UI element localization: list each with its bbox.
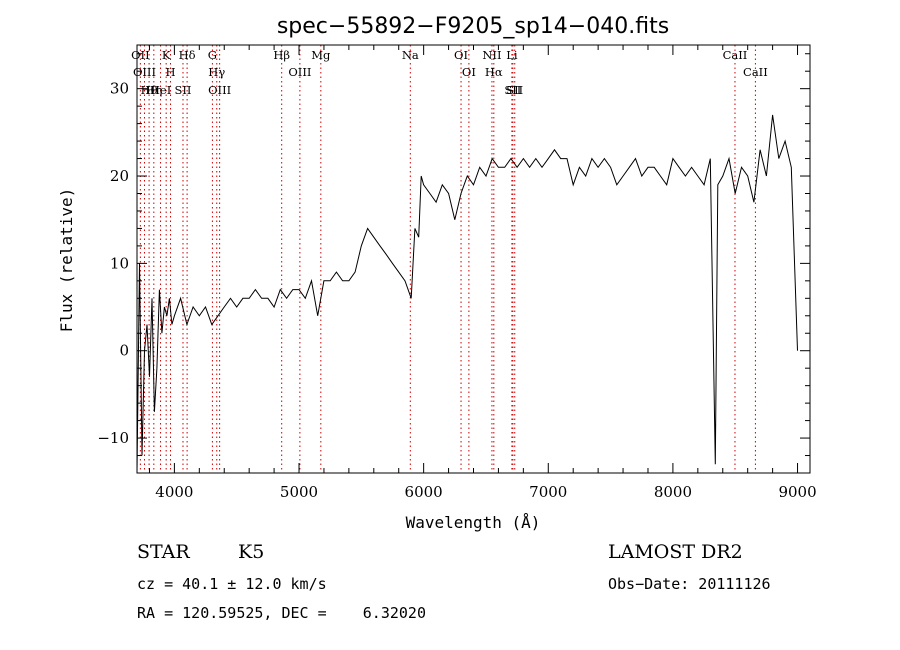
chart-title: spec−55892−F9205_sp14−040.fits xyxy=(277,14,669,39)
spectral-line-label: Mg xyxy=(311,48,331,62)
object-class: STAR xyxy=(137,541,190,563)
object-subclass: K5 xyxy=(238,541,265,563)
y-axis-label: Flux (relative) xyxy=(57,188,76,333)
spectral-line-label: CaII xyxy=(723,48,748,62)
x-tick-label: 6000 xyxy=(405,483,443,501)
spectral-line-label: OIII xyxy=(208,83,231,97)
x-tick-label: 4000 xyxy=(155,483,193,501)
spectral-line-label: NII xyxy=(482,48,501,62)
y-tick-label: 20 xyxy=(110,167,129,185)
spectral-line-label: Hβ xyxy=(273,48,290,62)
spectral-line-label: H xyxy=(166,65,176,79)
spectral-line-label: SII xyxy=(506,83,523,97)
axis-ticks: 4000 5000 6000 7000 8000 9000 −10 0 10 20 30 xyxy=(97,45,817,501)
spectral-line-label: OIII xyxy=(288,65,311,79)
spectral-line-label: HeI xyxy=(150,83,171,97)
redshift-text: cz = 40.1 ± 12.0 km/s xyxy=(137,575,327,593)
x-tick-label: 7000 xyxy=(529,483,567,501)
obs-date: Obs−Date: 20111126 xyxy=(608,575,771,593)
spectral-line-label: Hθ xyxy=(141,83,158,97)
spectral-line-label: CaII xyxy=(743,65,768,79)
y-tick-label: 0 xyxy=(119,342,129,360)
x-tick-label: 5000 xyxy=(280,483,318,501)
spectral-line-label: Li xyxy=(506,48,518,62)
spectral-line-label: SII xyxy=(504,83,521,97)
spectral-line-label: K xyxy=(162,48,171,62)
x-tick-label: 9000 xyxy=(778,483,816,501)
spectrum-series xyxy=(136,114,798,474)
spectral-line-label: Hγ xyxy=(208,65,225,79)
x-tick-label: 8000 xyxy=(654,483,692,501)
spectral-line-label: OII xyxy=(131,48,150,62)
spectral-line-label: SII xyxy=(175,83,192,97)
spectral-line-label: Hδ xyxy=(179,48,196,62)
survey-name: LAMOST DR2 xyxy=(608,541,743,563)
spectral-line-label: OIII xyxy=(133,65,156,79)
spectral-line-label: OI xyxy=(454,48,468,62)
spectral-line-label: Hη xyxy=(145,83,162,97)
ra-dec: RA = 120.59525, DEC = 6.32020 xyxy=(137,604,426,622)
spectral-line-label: Hα xyxy=(485,65,503,79)
y-tick-label: 30 xyxy=(110,80,129,98)
x-axis-label: Wavelength (Å) xyxy=(406,513,541,532)
y-tick-label: 10 xyxy=(110,254,129,272)
y-tick-label: −10 xyxy=(97,429,129,447)
spectral-line-markers xyxy=(139,45,756,473)
spectral-line-label: OI xyxy=(462,65,476,79)
plot-frame xyxy=(136,44,811,474)
spectral-line-label: Na xyxy=(402,48,419,62)
spectrum-line xyxy=(136,114,798,474)
spectral-line-label: G xyxy=(208,48,217,62)
